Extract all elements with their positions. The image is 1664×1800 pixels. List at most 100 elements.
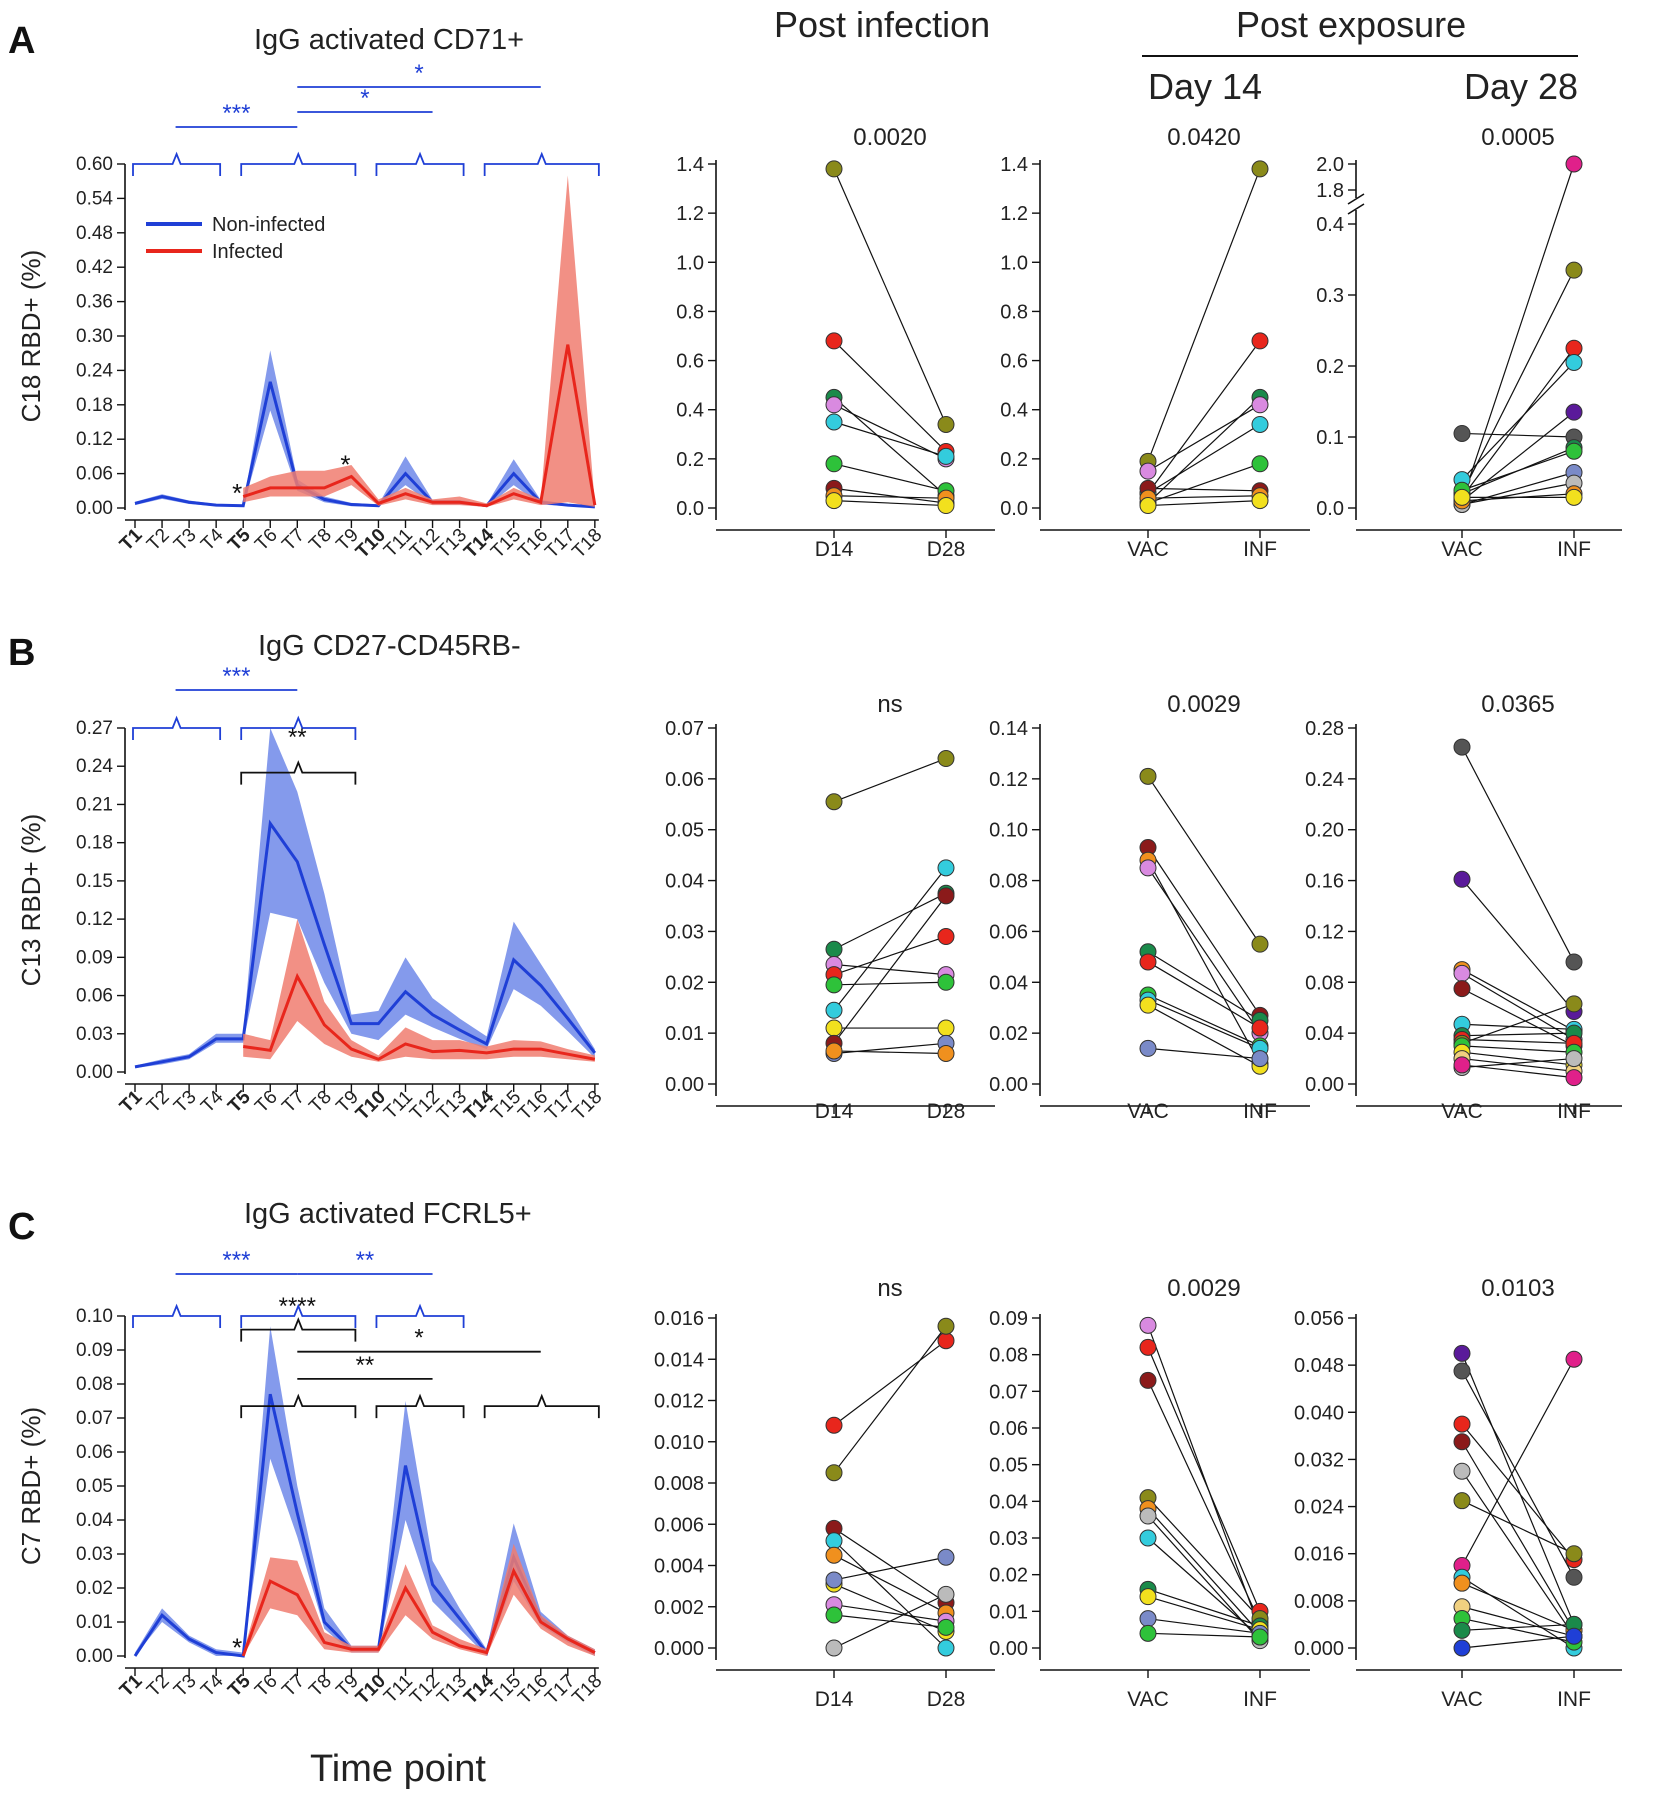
pair-line [833,1527,947,1604]
comparison-label: * [414,1325,423,1352]
paired-y-tick-label: 0.000 [654,1638,704,1660]
pair-line [1461,1057,1575,1072]
pair-line [1461,1358,1575,1566]
pair-line [1461,1470,1575,1637]
pair-point [1453,1056,1471,1074]
line-x-tick-label: T4 [197,1086,228,1117]
comparison-label: *** [222,663,250,690]
line-x-tick-label: T5 [224,524,255,555]
paired-y-tick-label: 1.4 [676,154,704,176]
pair-point [1565,1050,1583,1068]
paired-y-tick-label: 0.014 [654,1349,704,1371]
line-x-tick-label: T4 [197,524,228,555]
line-y-tick-label: 0.00 [76,1646,113,1667]
pair-line [1461,1582,1575,1631]
pair-point [1565,339,1583,357]
pair-point [1251,1050,1269,1068]
group-bracket [240,715,357,740]
line-y-tick-label: 0.12 [76,429,113,450]
line-x-tick-label: T1 [116,1086,147,1117]
group-bracket [483,1393,600,1419]
line-y-tick-label: 0.09 [76,1340,113,1361]
pair-line [1147,1380,1261,1623]
paired-x-tick-label: VAC [1441,538,1483,561]
paired-y-tick-label: 0.28 [1305,718,1344,740]
paired-y-tick-label: 0.24 [1305,769,1344,791]
pair-line [833,1583,947,1633]
paired-plot-a-3: 0.0005 0.0 0.1 0.2 0.3 0.4 2.0 1.8 VAC INF [1316,124,1622,561]
line-x-tick-label: T18 [568,525,606,563]
paired-y-tick-label: 0.06 [989,1418,1028,1440]
pair-line [1147,994,1261,1047]
paired-y-tick-label: 0.4 [676,400,704,422]
line-x-tick-label: T18 [568,1671,606,1709]
paired-y-tick-label: 0.010 [654,1432,704,1454]
pair-line [833,396,947,497]
line-x-tick-label: T3 [170,1671,201,1702]
pair-line [1461,1606,1575,1637]
pair-point [1453,424,1471,442]
paired-plot-b-3: 0.0365 0.00 0.04 0.08 0.12 0.16 0.20 0.24 0.28 VA… [1305,691,1622,1123]
paired-y-tick-label: 0.1 [1316,427,1344,449]
paired-y-tick-label: 2.0 [1316,154,1344,176]
pair-point [937,1585,955,1603]
paired-y-tick-label: 0.6 [1000,351,1028,373]
header-day28: Day 28 [1464,66,1579,107]
pair-point [1251,415,1269,433]
pair-point [937,973,955,991]
paired-y-tick-label: 0.03 [989,1528,1028,1550]
p-value-label: 0.0020 [853,124,926,151]
line-y-tick-label: 0.15 [76,871,113,892]
line-x-tick-label: T18 [568,1087,606,1125]
line-y-tick-label: 0.12 [76,909,113,930]
paired-plot-b-1: ns 0.00 0.01 0.02 0.03 0.04 0.05 0.06 0.07 D14 D28 [665,691,995,1123]
pair-point [1565,261,1583,279]
pair-point [1139,1338,1157,1356]
paired-y-tick-label: 0.2 [1000,449,1028,471]
line-y-tick-label: 0.30 [76,326,113,347]
panel-title-b: IgG CD27-CD45RB- [258,630,521,662]
pair-line [1461,1032,1575,1037]
pair-point [825,160,843,178]
pair-line [1461,347,1575,498]
pair-point [1251,1019,1269,1037]
pair-point [937,750,955,768]
pair-point [1453,870,1471,888]
paired-x-tick-label: D14 [815,538,854,561]
line-x-tick-label: T7 [278,525,309,556]
pair-point [937,859,955,877]
pair-line [1461,1353,1575,1625]
pair-point [937,1548,955,1566]
panel-letter-b: B [8,632,36,674]
pair-point [1565,1545,1583,1563]
pair-point [1139,953,1157,971]
comparison-label: ** [356,1352,375,1379]
paired-x-tick-label: D28 [927,538,966,561]
pair-line [833,1554,947,1614]
paired-y-tick-label: 0.00 [1305,1074,1344,1096]
paired-y-tick-label: 0.04 [665,871,704,893]
pair-point [937,1019,955,1037]
pair-line [1461,969,1575,1032]
paired-y-tick-label: 0.040 [1294,1402,1344,1424]
p-value-label: 0.0005 [1481,124,1554,151]
paired-y-tick-label: 0.05 [989,1455,1028,1477]
pair-point [937,1044,955,1062]
line-y-axis-label: C13 RBD+ (%) [16,814,46,987]
axis-break-mark [1347,193,1365,215]
pair-line [833,892,947,950]
pair-line [833,487,947,504]
pair-point [1453,1344,1471,1362]
pair-point [1251,492,1269,510]
header-day14: Day 14 [1148,66,1263,107]
comparison-label: * [414,60,423,87]
paired-y-tick-label: 0.00 [665,1074,704,1096]
paired-y-tick-label: 0.024 [1294,1497,1344,1519]
paired-y-tick-label: 0.09 [989,1308,1028,1330]
p-value-label: ns [877,1275,902,1302]
pair-line [1147,1537,1261,1638]
comparison-label: * [360,85,369,112]
pair-line [1461,1635,1575,1649]
pair-point [825,1639,843,1657]
paired-x-tick-label: VAC [1441,1100,1483,1123]
